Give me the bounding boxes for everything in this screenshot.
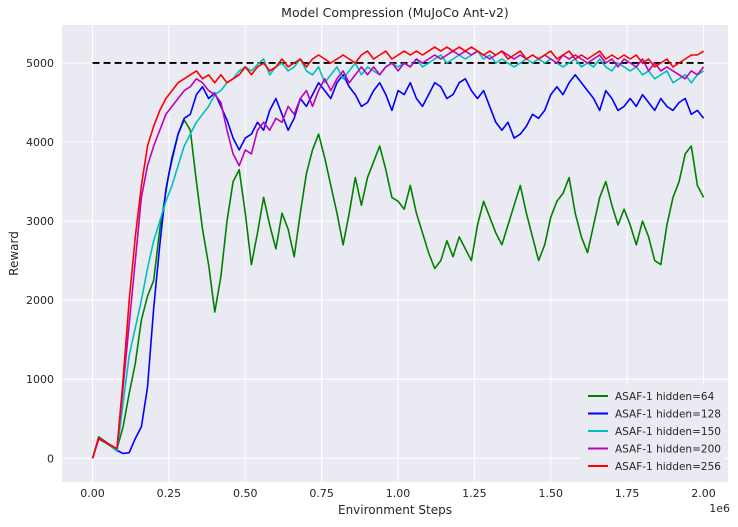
legend-label: ASAF-1 hidden=150 bbox=[615, 426, 721, 438]
y-tick-label: 3000 bbox=[26, 215, 54, 228]
legend-label: ASAF-1 hidden=128 bbox=[615, 409, 721, 421]
y-tick-label: 0 bbox=[47, 452, 54, 465]
x-tick-label: 0.25 bbox=[157, 487, 182, 500]
y-tick-label: 2000 bbox=[26, 294, 54, 307]
x-tick-label: 0.50 bbox=[233, 487, 258, 500]
x-axis-label: Environment Steps bbox=[338, 503, 452, 517]
series-line bbox=[91, 46, 705, 459]
x-tick-label: 1.50 bbox=[539, 487, 564, 500]
series-line bbox=[91, 50, 705, 459]
chart-title: Model Compression (MuJoCo Ant-v2) bbox=[281, 5, 509, 20]
legend-label: ASAF-1 hidden=256 bbox=[615, 461, 721, 473]
x-tick-label: 2.00 bbox=[691, 487, 716, 500]
x-tick-label: 1.75 bbox=[615, 487, 640, 500]
series-line bbox=[91, 50, 705, 459]
y-axis-label: Reward bbox=[7, 231, 21, 276]
series-layer bbox=[91, 46, 705, 459]
x-tick-label: 1.25 bbox=[462, 487, 487, 500]
x-tick-label: 1.00 bbox=[386, 487, 411, 500]
y-tick-label: 4000 bbox=[26, 136, 54, 149]
y-tick-label: 5000 bbox=[26, 57, 54, 70]
series-line bbox=[91, 74, 705, 459]
x-axis-offset-label: 1e6 bbox=[709, 502, 730, 515]
y-tick-label: 1000 bbox=[26, 373, 54, 386]
legend-label: ASAF-1 hidden=64 bbox=[615, 391, 715, 403]
legend-label: ASAF-1 hidden=200 bbox=[615, 444, 721, 456]
tick-label-layer: 0.00 0.25 0.50 0.75 1.00 1.25 1.50 1.75 2.00 0 100… bbox=[26, 57, 716, 500]
legend: ASAF-1 hidden=64 ASAF-1 hidden=128 ASAF-1 … bbox=[580, 385, 725, 481]
x-tick-label: 0.75 bbox=[309, 487, 334, 500]
series-line bbox=[91, 119, 705, 459]
x-tick-label: 0.00 bbox=[80, 487, 105, 500]
legend-box bbox=[580, 385, 725, 481]
